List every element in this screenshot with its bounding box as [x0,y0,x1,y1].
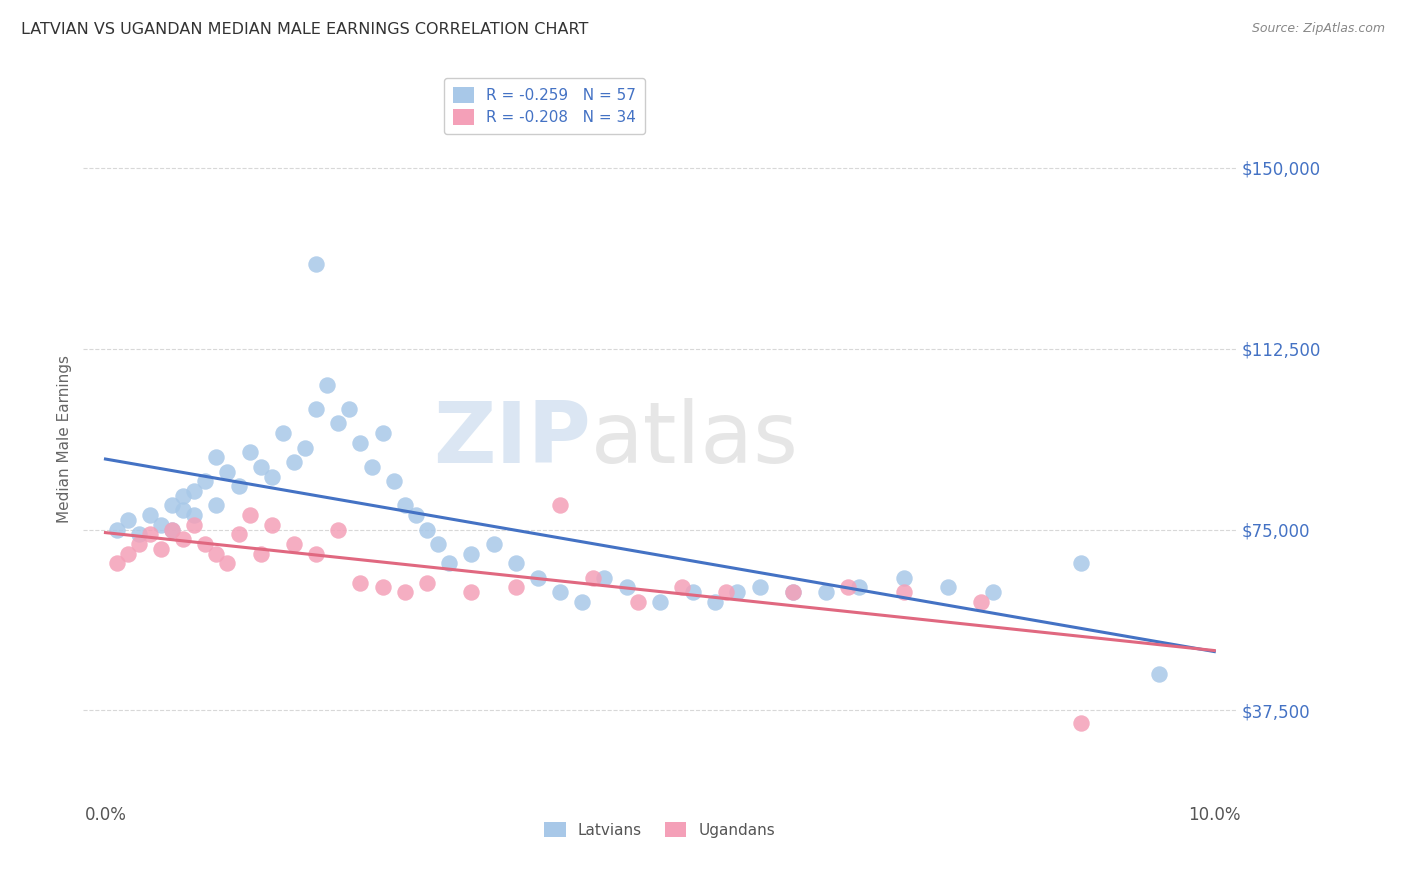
Point [339,402,361,417]
Point [571,595,593,609]
Point [482,537,505,551]
Point [627,595,650,609]
Text: ZIP: ZIP [433,398,591,481]
Point [217,557,239,571]
Point [260,469,283,483]
Point [328,417,350,431]
Point [460,585,482,599]
Point [505,581,527,595]
Point [160,523,183,537]
Text: Source: ZipAtlas.com: Source: ZipAtlas.com [1251,22,1385,36]
Point [1147,667,1170,681]
Point [149,517,172,532]
Point [194,475,217,489]
Point [748,581,770,595]
Point [249,547,271,561]
Text: atlas: atlas [591,398,799,481]
Point [183,517,205,532]
Point [128,537,150,551]
Point [283,537,305,551]
Point [117,513,139,527]
Point [616,581,638,595]
Point [970,595,993,609]
Point [727,585,749,599]
Point [371,581,394,595]
Point [183,483,205,498]
Point [671,581,693,595]
Point [1070,715,1092,730]
Point [394,499,416,513]
Point [893,571,915,585]
Point [382,475,405,489]
Point [105,523,128,537]
Y-axis label: Median Male Earnings: Median Male Earnings [58,355,72,524]
Point [782,585,804,599]
Point [228,527,250,541]
Point [505,557,527,571]
Point [460,547,482,561]
Point [394,585,416,599]
Point [271,426,294,441]
Point [305,257,328,271]
Point [716,585,738,599]
Point [172,533,194,547]
Point [815,585,838,599]
Point [239,445,262,459]
Point [416,575,439,590]
Point [205,450,228,465]
Point [704,595,727,609]
Point [416,523,439,537]
Point [305,402,328,417]
Point [371,426,394,441]
Point [981,585,1004,599]
Point [316,378,339,392]
Point [548,499,571,513]
Point [228,479,250,493]
Point [139,508,162,522]
Text: LATVIAN VS UGANDAN MEDIAN MALE EARNINGS CORRELATION CHART: LATVIAN VS UGANDAN MEDIAN MALE EARNINGS … [21,22,589,37]
Point [527,571,550,585]
Point [149,541,172,556]
Point [205,499,228,513]
Point [837,581,859,595]
Point [593,571,616,585]
Point [128,527,150,541]
Point [205,547,228,561]
Point [117,547,139,561]
Point [548,585,571,599]
Point [349,575,371,590]
Point [648,595,671,609]
Point [260,517,283,532]
Point [936,581,959,595]
Point [427,537,450,551]
Point [239,508,262,522]
Legend: Latvians, Ugandans: Latvians, Ugandans [538,815,782,844]
Point [893,585,915,599]
Point [160,499,183,513]
Point [782,585,804,599]
Point [172,503,194,517]
Point [217,465,239,479]
Point [328,523,350,537]
Point [437,557,460,571]
Point [105,557,128,571]
Point [194,537,217,551]
Point [160,523,183,537]
Point [1070,557,1092,571]
Point [249,459,271,474]
Point [582,571,605,585]
Point [405,508,427,522]
Point [139,527,162,541]
Point [682,585,704,599]
Point [848,581,870,595]
Point [305,547,328,561]
Point [360,459,382,474]
Point [172,489,194,503]
Point [283,455,305,469]
Point [349,435,371,450]
Point [183,508,205,522]
Point [294,441,316,455]
